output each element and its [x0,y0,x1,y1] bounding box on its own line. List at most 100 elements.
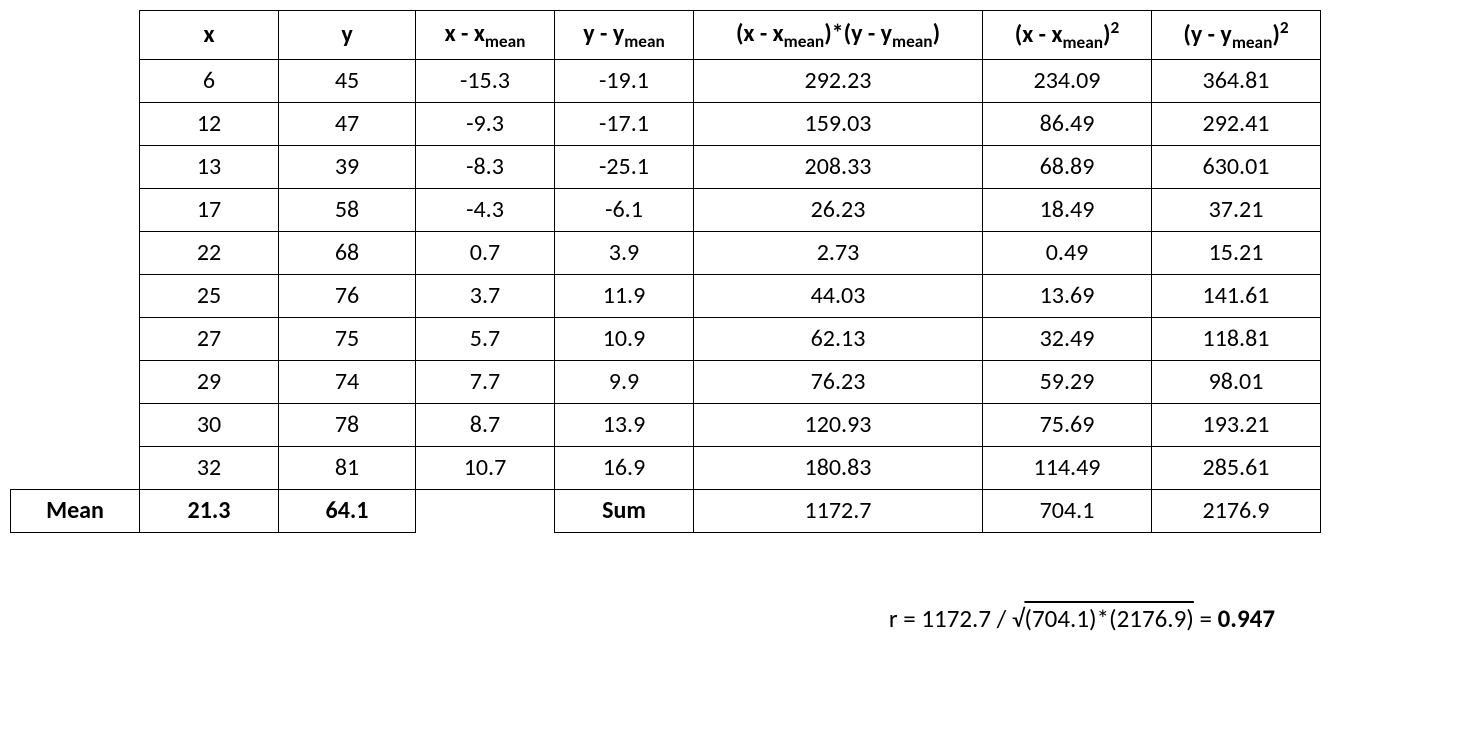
table-row: 1247-9.3-17.1159.0386.49292.41 [11,102,1321,145]
header-dy-pre: y - y [583,19,624,48]
cell-dx2: 234.09 [983,59,1152,102]
header-prod-post: ) [933,19,940,48]
cell-dx: 0.7 [416,231,555,274]
formula-result: 0.947 [1218,603,1275,634]
header-row: x y x - xmean y - ymean (x - xmean)*(y -… [11,11,1321,60]
table-row: 29747.79.976.2359.2998.01 [11,360,1321,403]
cell-dy2: 364.81 [1152,59,1321,102]
cell-y: 45 [279,59,416,102]
row-label [11,102,140,145]
cell-dy2: 285.61 [1152,446,1321,489]
cell-y: 81 [279,446,416,489]
cell-dy: 11.9 [555,274,694,317]
cell-dy2: 193.21 [1152,403,1321,446]
table-row: 27755.710.962.1332.49118.81 [11,317,1321,360]
cell-dy: -17.1 [555,102,694,145]
row-label [11,231,140,274]
cell-dx2: 18.49 [983,188,1152,231]
cell-dx: -8.3 [416,145,555,188]
header-dx2-pre: (x - x [1015,20,1063,49]
sum-dx2: 704.1 [983,489,1152,532]
cell-prod: 62.13 [694,317,983,360]
row-label [11,317,140,360]
row-label [11,446,140,489]
table-row: 645-15.3-19.1292.23234.09364.81 [11,59,1321,102]
table-row: 328110.716.9180.83114.49285.61 [11,446,1321,489]
cell-dx: -9.3 [416,102,555,145]
sum-prod: 1172.7 [694,489,983,532]
header-prod: (x - xmean)*(y - ymean) [694,11,983,60]
cell-dy2: 141.61 [1152,274,1321,317]
header-dy-sub: mean [624,30,665,51]
header-dy2: (y - ymean)2 [1152,11,1321,60]
table-row: 30788.713.9120.9375.69193.21 [11,403,1321,446]
cell-dx: 10.7 [416,446,555,489]
cell-dy: -25.1 [555,145,694,188]
header-prod-pre: (x - x [736,19,784,48]
header-dy2-sub: mean [1232,32,1273,53]
cell-dx: 7.7 [416,360,555,403]
cell-x: 13 [140,145,279,188]
row-label [11,145,140,188]
table-row: 1339-8.3-25.1208.3368.89630.01 [11,145,1321,188]
header-dy2-sup: 2 [1280,17,1289,38]
summary-blank [416,489,555,532]
cell-y: 76 [279,274,416,317]
cell-dy2: 630.01 [1152,145,1321,188]
cell-y: 58 [279,188,416,231]
cell-x: 17 [140,188,279,231]
cell-prod: 2.73 [694,231,983,274]
cell-y: 39 [279,145,416,188]
cell-prod: 208.33 [694,145,983,188]
cell-x: 29 [140,360,279,403]
cell-prod: 76.23 [694,360,983,403]
cell-prod: 180.83 [694,446,983,489]
cell-dx2: 32.49 [983,317,1152,360]
cell-dx: 8.7 [416,403,555,446]
header-dx2: (x - xmean)2 [983,11,1152,60]
row-label [11,403,140,446]
cell-prod: 292.23 [694,59,983,102]
cell-dy2: 15.21 [1152,231,1321,274]
row-label [11,188,140,231]
header-prod-mid: )*(y - y [824,19,892,48]
cell-prod: 44.03 [694,274,983,317]
row-label [11,274,140,317]
cell-dx2: 59.29 [983,360,1152,403]
row-label [11,360,140,403]
header-dx: x - xmean [416,11,555,60]
cell-dx: -4.3 [416,188,555,231]
header-dx-sub: mean [485,30,526,51]
correlation-table: x y x - xmean y - ymean (x - xmean)*(y -… [10,10,1321,533]
cell-x: 12 [140,102,279,145]
correlation-formula: r = 1172.7 / √(704.1)*(2176.9) = 0.947 [10,603,1465,634]
cell-dx2: 0.49 [983,231,1152,274]
cell-x: 30 [140,403,279,446]
row-label [11,59,140,102]
table-row: 25763.711.944.0313.69141.61 [11,274,1321,317]
cell-dx: -15.3 [416,59,555,102]
cell-dy: 10.9 [555,317,694,360]
sum-label: Sum [555,489,694,532]
cell-y: 75 [279,317,416,360]
formula-mid: = [1194,603,1218,634]
cell-dx2: 86.49 [983,102,1152,145]
mean-x: 21.3 [140,489,279,532]
header-x: x [140,11,279,60]
table-row: 1758-4.3-6.126.2318.4937.21 [11,188,1321,231]
header-dy: y - ymean [555,11,694,60]
cell-dx2: 114.49 [983,446,1152,489]
header-y: y [279,11,416,60]
cell-dx: 5.7 [416,317,555,360]
header-dx2-sub: mean [1062,32,1103,53]
cell-dx: 3.7 [416,274,555,317]
cell-prod: 159.03 [694,102,983,145]
cell-x: 6 [140,59,279,102]
header-dy2-post: ) [1272,20,1279,49]
summary-row: Mean 21.3 64.1 Sum 1172.7 704.1 2176.9 [11,489,1321,532]
cell-dx2: 13.69 [983,274,1152,317]
cell-dy2: 37.21 [1152,188,1321,231]
mean-label: Mean [11,489,140,532]
cell-dy2: 118.81 [1152,317,1321,360]
header-prod-sub1: mean [784,30,825,51]
